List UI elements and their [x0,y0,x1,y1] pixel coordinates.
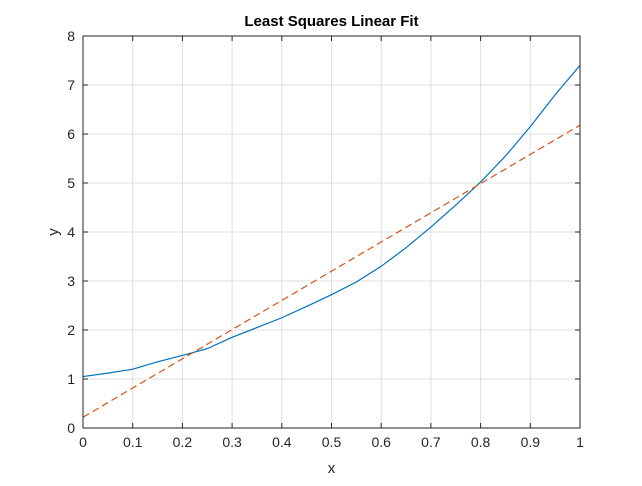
y-tick-label: 0 [67,420,75,436]
x-tick-label: 0.7 [421,434,441,450]
chart-title: Least Squares Linear Fit [244,13,418,30]
y-tick-label: 3 [67,273,75,289]
x-tick-label: 0.4 [272,434,292,450]
x-tick-label: 1 [576,434,584,450]
y-axis-label: y [45,228,62,236]
y-tick-label: 5 [67,175,75,191]
y-tick-label: 7 [67,77,75,93]
linear-fit-line [82,124,581,418]
y-tick-label: 4 [67,224,75,240]
x-tick-label: 0.2 [173,434,193,450]
x-tick-label: 0.3 [222,434,242,450]
x-tick-label: 0.5 [322,434,342,450]
ticks: 0 0.1 0.2 0.3 0.4 0.5 0.6 0.7 0.8 0.9 1 0 1 2 3 4 5 6 7 8 [67,28,584,450]
x-axis-label: x [328,460,336,477]
data-series-line [82,65,581,378]
x-tick-label: 0.9 [521,434,541,450]
y-tick-label: 2 [67,322,75,338]
x-tick-label: 0.8 [471,434,491,450]
x-tick-label: 0 [79,434,87,450]
series-layer [82,65,581,418]
x-tick-label: 0.6 [371,434,391,450]
y-tick-label: 8 [67,28,75,44]
y-tick-label: 1 [67,371,75,387]
x-tick-label: 0.1 [123,434,143,450]
y-tick-label: 6 [67,126,75,142]
